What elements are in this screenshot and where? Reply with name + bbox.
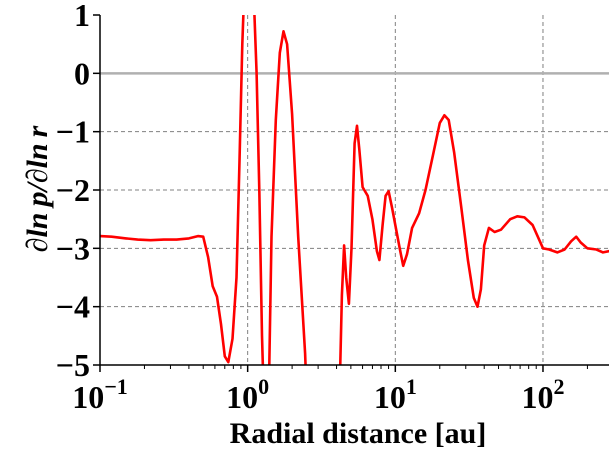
x-tick-label: 100 [226,374,269,415]
y-tick-label: 1 [74,0,90,33]
x-tick-label: 10−1 [72,374,128,415]
series-line-segment-2 [253,15,265,365]
data-series [100,15,609,365]
x-tick-label: 102 [521,374,564,415]
tick-labels: 10−1−2−3−4−510−1 100 101 102 [56,0,565,415]
y-tick-label: −4 [56,289,90,325]
series-line-segment-1 [100,15,245,364]
x-tick-label: 101 [374,374,417,415]
axes [93,14,609,372]
y-tick-label: −5 [56,347,90,383]
y-axis-title: ∂ln p/∂ln r [21,125,54,252]
y-tick-label: −1 [56,114,90,150]
series-line-segment-4 [338,114,609,365]
x-axis-title: Radial distance [au] [230,417,487,450]
y-tick-label: −2 [56,172,90,208]
y-tick-label: −3 [56,230,90,266]
series-line-segment-3 [267,30,307,365]
y-tick-label: 0 [74,55,90,91]
